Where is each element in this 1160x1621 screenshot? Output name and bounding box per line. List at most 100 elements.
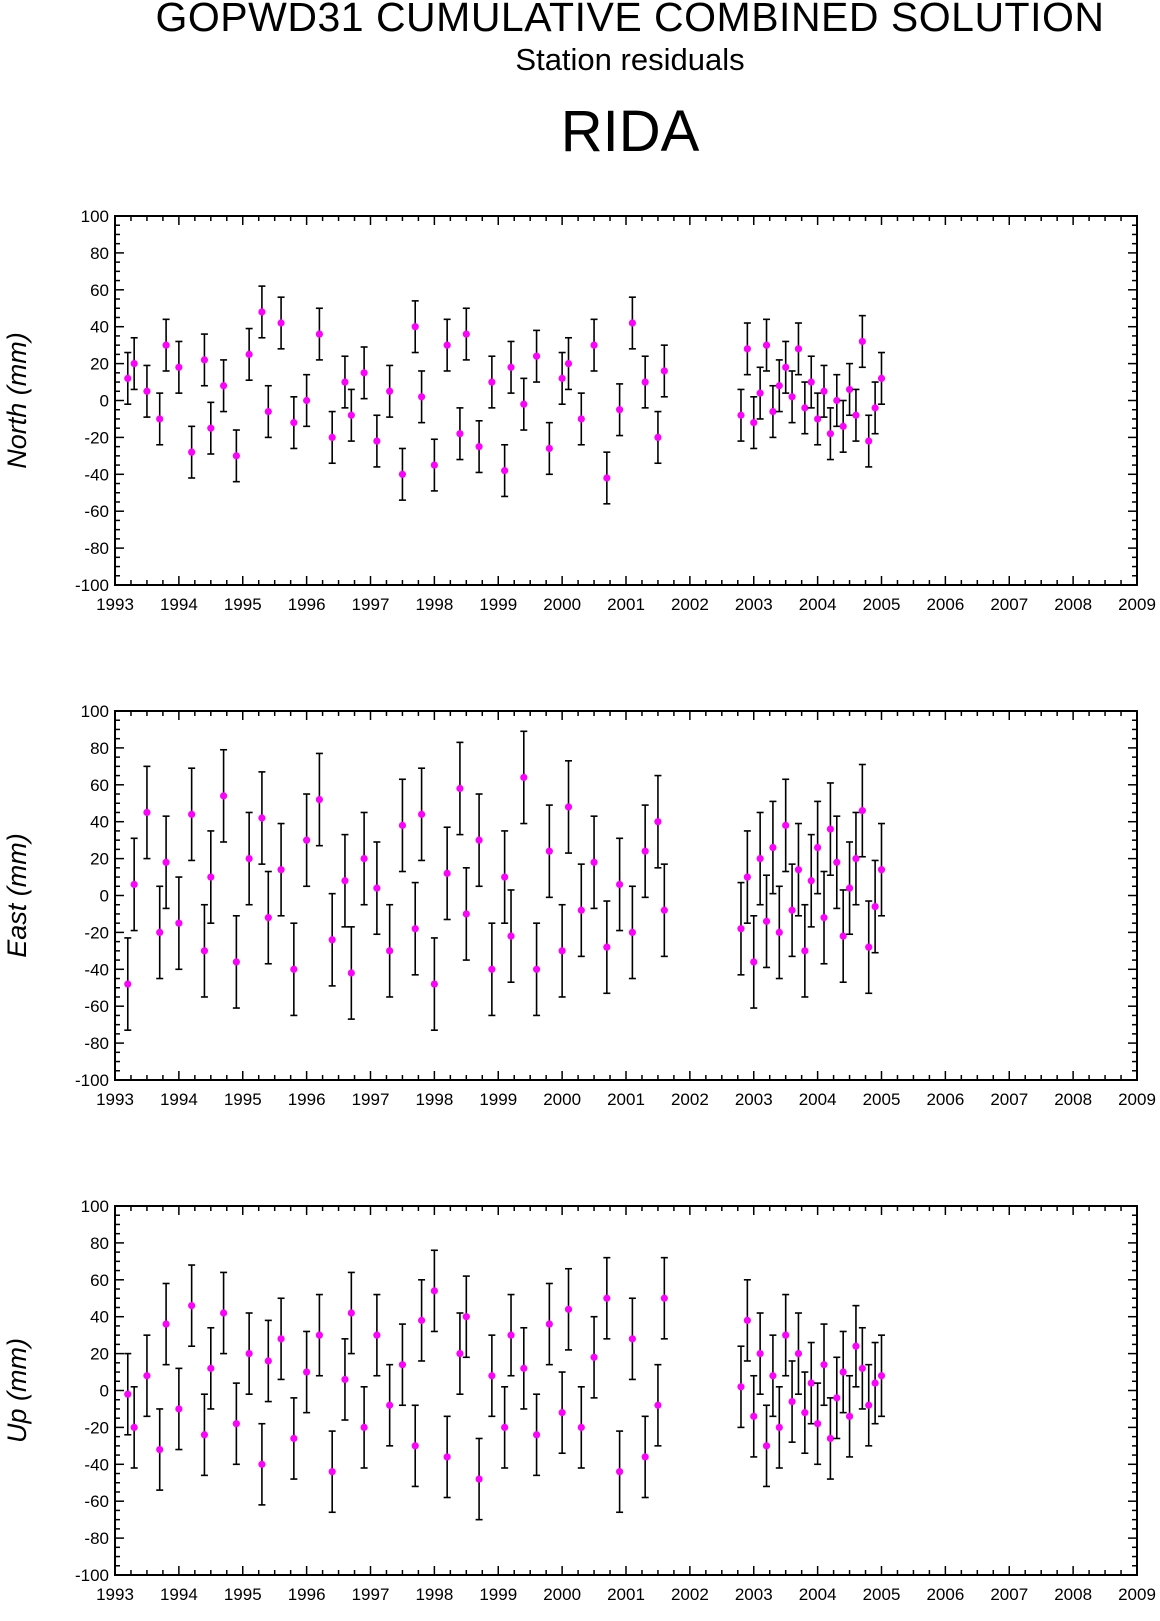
east-data-point: [852, 855, 860, 863]
north-data-point: [788, 393, 796, 401]
east-y-tick-label: 0: [100, 887, 109, 906]
up-data-point: [532, 1431, 541, 1439]
east-x-tick-label: 2006: [926, 1090, 964, 1109]
up-data-point: [782, 1331, 790, 1339]
north-x-tick-label: 1998: [415, 595, 453, 614]
north-data-point: [769, 407, 777, 416]
east-data-point: [315, 795, 323, 804]
up-data-point: [232, 1420, 240, 1428]
up-x-tick-label: 2006: [926, 1585, 964, 1604]
north-x-tick-label: 2005: [863, 595, 901, 614]
up-y-tick-label: -40: [84, 1455, 109, 1474]
north-y-tick-label: 60: [90, 281, 109, 300]
north-y-tick-label: 0: [100, 392, 109, 411]
up-data-point: [801, 1409, 809, 1417]
up-data-point: [750, 1412, 758, 1420]
east-data-point: [258, 814, 266, 822]
east-y-tick-label: -100: [75, 1071, 109, 1090]
up-data-point: [456, 1350, 464, 1358]
east-x-tick-label: 1995: [224, 1090, 262, 1109]
chart-subtitle: Station residuals: [515, 42, 745, 77]
north-data-point: [501, 467, 509, 475]
east-data-point: [328, 936, 336, 944]
north-x-tick-label: 2006: [926, 595, 964, 614]
east-data-point: [833, 858, 841, 866]
north-x-tick-label: 2004: [799, 595, 837, 614]
north-data-point: [303, 396, 311, 405]
up-data-point: [315, 1331, 323, 1339]
up-data-point: [188, 1302, 196, 1310]
up-data-point: [590, 1353, 598, 1361]
up-data-point: [814, 1420, 822, 1428]
east-data-point: [475, 836, 483, 844]
north-data-point: [162, 341, 170, 349]
north-data-point: [775, 382, 783, 390]
east-x-tick-label: 2003: [735, 1090, 773, 1109]
north-data-point: [418, 393, 426, 401]
east-data-point: [156, 928, 164, 937]
north-data-point: [807, 378, 815, 386]
north-data-point: [826, 430, 835, 438]
up-x-tick-label: 1995: [224, 1585, 262, 1604]
north-data-point: [545, 444, 553, 453]
up-data-point: [865, 1401, 873, 1409]
east-x-tick-label: 2001: [607, 1090, 645, 1109]
east-x-tick-label: 1998: [415, 1090, 453, 1109]
east-x-tick-label: 1999: [479, 1090, 517, 1109]
up-x-tick-label: 2009: [1118, 1585, 1156, 1604]
east-data-point: [826, 825, 835, 833]
north-data-point: [456, 430, 464, 438]
up-data-point: [175, 1405, 183, 1413]
north-y-tick-label: -40: [84, 465, 109, 484]
up-data-point: [762, 1442, 771, 1450]
north-data-point: [245, 350, 253, 358]
up-x-tick-label: 2004: [799, 1585, 837, 1604]
up-y-tick-label: -100: [75, 1566, 109, 1585]
east-data-point: [545, 847, 553, 855]
east-data-point: [360, 855, 368, 863]
east-data-point: [769, 843, 777, 852]
east-data-point: [616, 880, 624, 889]
east-data-point: [788, 906, 796, 914]
north-data-point: [207, 424, 215, 432]
north-data-point: [564, 360, 573, 368]
north-data-point: [430, 461, 438, 469]
north-x-tick-label: 2008: [1054, 595, 1092, 614]
north-data-point: [443, 341, 451, 349]
east-data-point: [532, 965, 541, 973]
east-data-point: [641, 847, 649, 855]
north-data-point: [743, 345, 751, 353]
north-data-point: [762, 341, 771, 349]
up-x-tick-label: 2005: [863, 1585, 901, 1604]
north-data-point: [507, 363, 515, 371]
up-data-point: [826, 1434, 835, 1443]
east-x-tick-label: 1997: [352, 1090, 390, 1109]
up-data-point: [347, 1309, 355, 1317]
east-y-tick-label: -60: [84, 997, 109, 1016]
east-y-tick-label: 60: [90, 776, 109, 795]
up-data-point: [616, 1468, 624, 1476]
north-x-tick-label: 1996: [288, 595, 326, 614]
east-x-tick-label: 2000: [543, 1090, 581, 1109]
east-data-point: [820, 914, 828, 922]
up-x-tick-label: 2001: [607, 1585, 645, 1604]
east-data-point: [200, 947, 209, 955]
north-data-point: [386, 387, 394, 395]
north-y-tick-label: -80: [84, 539, 109, 558]
east-x-tick-label: 2002: [671, 1090, 709, 1109]
east-y-tick-label: -20: [84, 923, 109, 942]
east-data-point: [462, 910, 470, 918]
east-data-point: [232, 958, 240, 966]
north-data-point: [654, 433, 662, 441]
east-data-point: [264, 914, 272, 922]
east-data-point: [865, 943, 873, 951]
north-x-tick-label: 1994: [160, 595, 198, 614]
up-x-tick-label: 1996: [288, 1585, 326, 1604]
north-data-point: [616, 406, 624, 414]
up-data-point: [303, 1368, 311, 1376]
north-data-point: [475, 443, 483, 451]
east-data-point: [143, 808, 151, 817]
east-data-point: [175, 919, 183, 927]
north-data-point: [820, 387, 828, 395]
east-data-point: [801, 947, 809, 955]
